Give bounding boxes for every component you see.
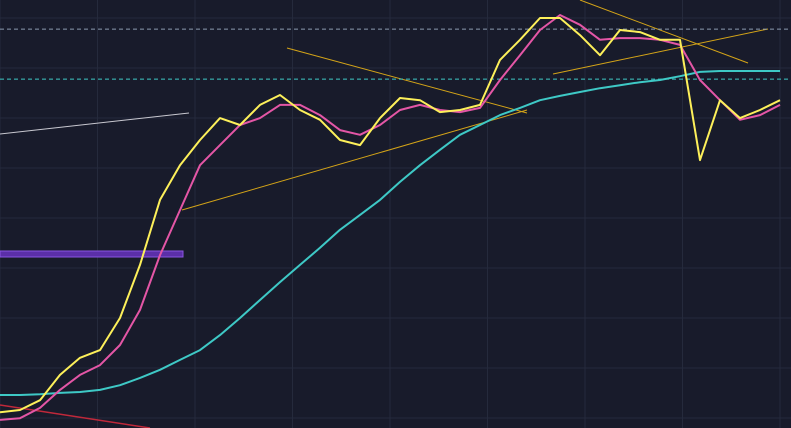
zone-box <box>0 250 184 258</box>
moving-average-line <box>0 14 781 421</box>
trend-line <box>579 0 749 64</box>
moving-average-line <box>0 70 780 396</box>
trend-line <box>181 109 528 211</box>
trend-line <box>552 28 769 75</box>
trend-line <box>286 47 528 114</box>
trend-line <box>0 112 190 135</box>
moving-average-line <box>0 17 781 414</box>
trend-line <box>0 404 151 428</box>
